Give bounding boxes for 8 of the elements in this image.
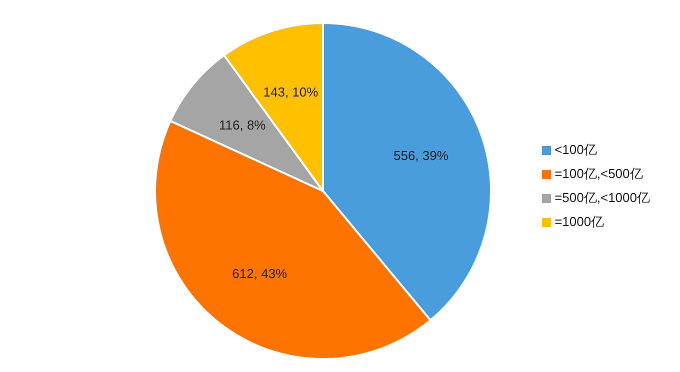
data-label: 116, 8%: [219, 118, 266, 133]
legend-label: =1000亿: [554, 214, 604, 229]
legend-label: =100亿,<500亿: [554, 166, 643, 181]
data-label: 556, 39%: [393, 148, 449, 164]
data-label: 612, 43%: [232, 266, 288, 282]
legend-label: <100亿: [554, 142, 597, 157]
data-label: 143, 10%: [263, 84, 319, 100]
legend-label: =500亿,<1000亿: [554, 190, 650, 205]
